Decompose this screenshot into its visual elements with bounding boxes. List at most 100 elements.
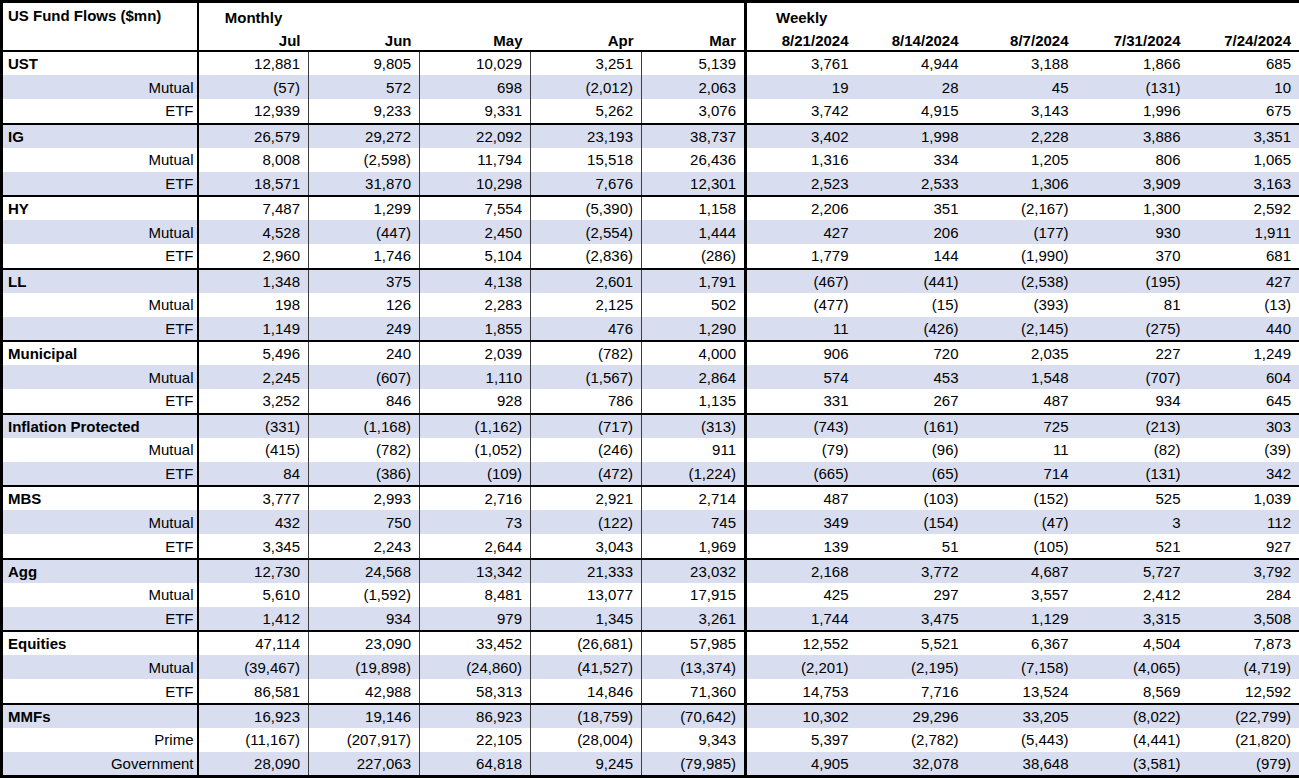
weekly-value-cell: 351 xyxy=(857,196,967,220)
sub-label: Mutual xyxy=(2,75,198,99)
monthly-value-cell: 10,029 xyxy=(420,51,531,75)
weekly-value-cell: (5,443) xyxy=(967,728,1077,752)
monthly-value-cell: 698 xyxy=(420,75,531,99)
monthly-value-cell: 23,032 xyxy=(642,559,746,583)
monthly-value-cell: 846 xyxy=(309,389,420,413)
monthly-value-cell: 14,846 xyxy=(531,679,642,703)
monthly-value-cell: 1,412 xyxy=(198,607,309,631)
weekly-value-cell: (96) xyxy=(857,438,967,462)
weekly-value-cell: 3,761 xyxy=(746,51,857,75)
monthly-value-cell: 12,301 xyxy=(642,172,746,196)
monthly-value-cell: 3,251 xyxy=(531,51,642,75)
col-header-8-7-2024: 8/7/2024 xyxy=(967,31,1077,51)
weekly-value-cell: 3,557 xyxy=(967,583,1077,607)
monthly-value-cell: 22,105 xyxy=(420,728,531,752)
weekly-value-cell: (154) xyxy=(857,510,967,534)
monthly-value-cell: 227,063 xyxy=(309,752,420,777)
weekly-value-cell: (4,719) xyxy=(1189,655,1299,679)
weekly-value-cell: 720 xyxy=(857,341,967,365)
table-row: Mutual(57)572698(2,012)2,063192845(131)1… xyxy=(2,75,1299,99)
monthly-value-cell: 911 xyxy=(642,438,746,462)
weekly-value-cell: 19 xyxy=(746,75,857,99)
monthly-value-cell: (24,860) xyxy=(420,655,531,679)
monthly-value-cell: (2,012) xyxy=(531,75,642,99)
weekly-value-cell: (665) xyxy=(746,462,857,486)
weekly-value-cell: 487 xyxy=(967,389,1077,413)
sub-label: Prime xyxy=(2,728,198,752)
monthly-value-cell: 745 xyxy=(642,510,746,534)
monthly-value-cell: 432 xyxy=(198,510,309,534)
monthly-value-cell: 12,881 xyxy=(198,51,309,75)
monthly-value-cell: 47,114 xyxy=(198,631,309,655)
monthly-value-cell: 38,737 xyxy=(642,124,746,148)
table-row: ETF1,4129349791,3453,2611,7443,4751,1293… xyxy=(2,607,1299,631)
table-row: ETF18,57131,87010,2987,67612,3012,5232,5… xyxy=(2,172,1299,196)
weekly-value-cell: 1,039 xyxy=(1189,486,1299,510)
monthly-value-cell: 3,043 xyxy=(531,534,642,558)
weekly-value-cell: 334 xyxy=(857,148,967,172)
weekly-value-cell: 5,727 xyxy=(1077,559,1189,583)
group-label: IG xyxy=(2,124,198,148)
monthly-value-cell: 1,345 xyxy=(531,607,642,631)
monthly-value-cell: 928 xyxy=(420,389,531,413)
monthly-value-cell: 5,496 xyxy=(198,341,309,365)
weekly-value-cell: 487 xyxy=(746,486,857,510)
monthly-value-cell: 198 xyxy=(198,293,309,317)
monthly-value-cell: (2,598) xyxy=(309,148,420,172)
monthly-value-cell: (41,527) xyxy=(531,655,642,679)
weekly-value-cell: (105) xyxy=(967,534,1077,558)
weekly-value-cell: 2,228 xyxy=(967,124,1077,148)
group-label: MMFs xyxy=(2,704,198,728)
weekly-value-cell: 685 xyxy=(1189,51,1299,75)
weekly-value-cell: (743) xyxy=(746,414,857,438)
weekly-value-cell: (131) xyxy=(1077,75,1189,99)
weekly-value-cell: (103) xyxy=(857,486,967,510)
weekly-value-cell: 7,873 xyxy=(1189,631,1299,655)
weekly-value-cell: (2,145) xyxy=(967,317,1077,341)
monthly-value-cell: 15,518 xyxy=(531,148,642,172)
table-row: ETF1,1492491,8554761,29011(426)(2,145)(2… xyxy=(2,317,1299,341)
weekly-value-cell: (13) xyxy=(1189,293,1299,317)
group-label: HY xyxy=(2,196,198,220)
monthly-value-cell: 5,104 xyxy=(420,244,531,268)
table-row: Mutual2,245(607)1,110(1,567)2,8645744531… xyxy=(2,365,1299,389)
weekly-value-cell: 370 xyxy=(1077,244,1189,268)
weekly-value-cell: 3,792 xyxy=(1189,559,1299,583)
monthly-value-cell: 3,345 xyxy=(198,534,309,558)
weekly-value-cell: 38,648 xyxy=(967,752,1077,777)
monthly-value-cell: 1,135 xyxy=(642,389,746,413)
weekly-value-cell: 2,523 xyxy=(746,172,857,196)
table-row: Inflation Protected(331)(1,168)(1,162)(7… xyxy=(2,414,1299,438)
monthly-value-cell: (607) xyxy=(309,365,420,389)
sub-label: Mutual xyxy=(2,293,198,317)
weekly-value-cell: 206 xyxy=(857,220,967,244)
monthly-value-cell: (331) xyxy=(198,414,309,438)
weekly-value-cell: (79) xyxy=(746,438,857,462)
monthly-value-cell: (57) xyxy=(198,75,309,99)
weekly-value-cell: 521 xyxy=(1077,534,1189,558)
weekly-value-cell: 2,533 xyxy=(857,172,967,196)
table-header: US Fund Flows ($mn) Monthly Weekly Jul J… xyxy=(2,2,1299,52)
weekly-value-cell: 3,315 xyxy=(1077,607,1189,631)
weekly-value-cell: 425 xyxy=(746,583,857,607)
monthly-value-cell: 2,601 xyxy=(531,269,642,293)
group-label: MBS xyxy=(2,486,198,510)
weekly-value-cell: 3,909 xyxy=(1077,172,1189,196)
weekly-value-cell: 3,188 xyxy=(967,51,1077,75)
group-label: Agg xyxy=(2,559,198,583)
monthly-value-cell: (1,567) xyxy=(531,365,642,389)
monthly-value-cell: (782) xyxy=(309,438,420,462)
weekly-value-cell: 1,129 xyxy=(967,607,1077,631)
weekly-value-cell: (393) xyxy=(967,293,1077,317)
weekly-value-cell: 1,065 xyxy=(1189,148,1299,172)
sub-label: Government xyxy=(2,752,198,777)
monthly-value-cell: (313) xyxy=(642,414,746,438)
weekly-value-cell: 342 xyxy=(1189,462,1299,486)
table-row: IG26,57929,27222,09223,19338,7373,4021,9… xyxy=(2,124,1299,148)
weekly-value-cell: 297 xyxy=(857,583,967,607)
weekly-value-cell: (707) xyxy=(1077,365,1189,389)
sub-label: ETF xyxy=(2,534,198,558)
monthly-value-cell: (26,681) xyxy=(531,631,642,655)
monthly-value-cell: 1,444 xyxy=(642,220,746,244)
weekly-value-cell: 4,504 xyxy=(1077,631,1189,655)
